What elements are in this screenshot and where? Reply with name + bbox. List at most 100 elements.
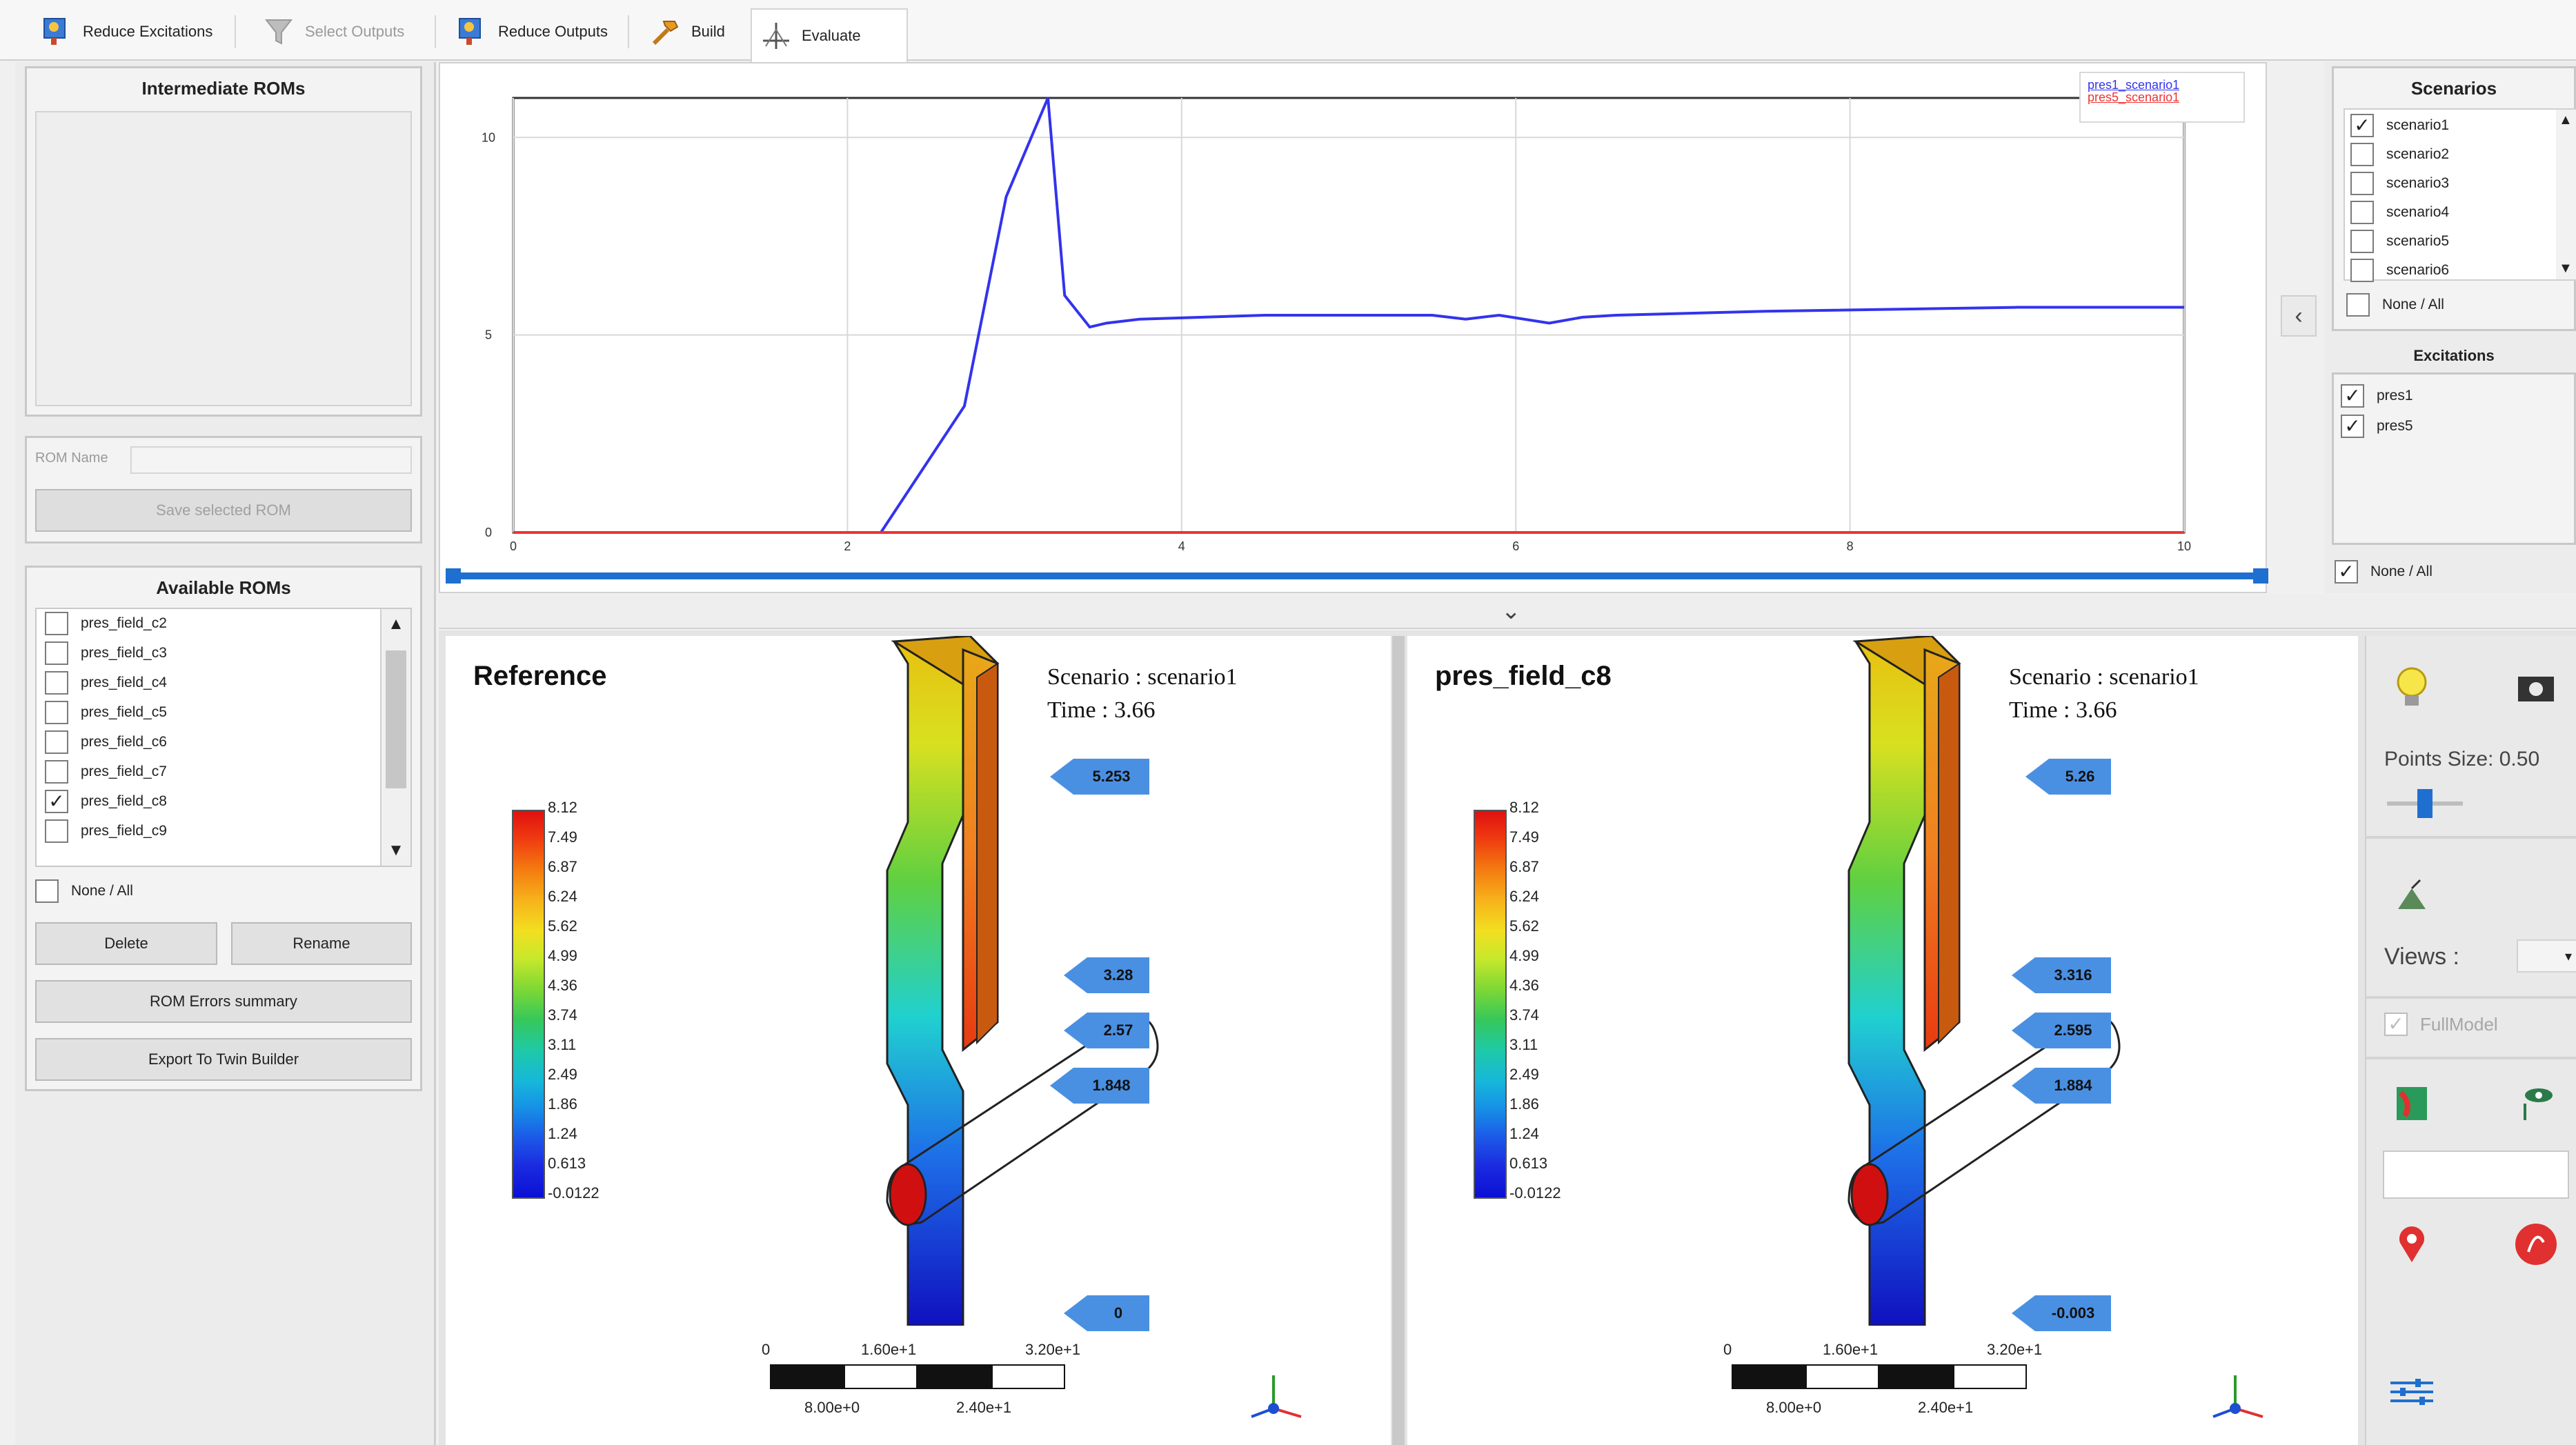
time-slider-start-handle[interactable] (446, 568, 461, 584)
none-all-checkbox[interactable] (2346, 293, 2370, 317)
tab-select-outputs[interactable]: Select Outputs (255, 10, 413, 54)
probe-value-marker[interactable]: 1.884 (2012, 1068, 2111, 1104)
roms-scrollbar[interactable]: ▲ ▼ (380, 609, 410, 866)
item-checkbox[interactable] (2350, 143, 2374, 166)
scroll-down-icon[interactable]: ▼ (388, 841, 404, 859)
scenarios-title: Scenarios (2410, 78, 2497, 99)
splitter-bar[interactable]: ⌄ (439, 595, 2576, 629)
eye-icon[interactable] (2507, 1075, 2565, 1133)
rename-button[interactable]: Rename (231, 922, 412, 965)
list-item[interactable]: pres_field_c6 (45, 730, 167, 754)
item-checkbox[interactable] (2350, 259, 2374, 282)
item-checkbox[interactable] (2350, 172, 2374, 195)
item-checkbox[interactable] (45, 641, 68, 665)
list-item[interactable]: scenario3 (2350, 172, 2449, 195)
collapse-left-chevron-icon[interactable]: ‹ (2281, 295, 2317, 337)
list-item[interactable]: pres_field_c2 (45, 612, 167, 635)
settings-sliders-icon[interactable] (2383, 1363, 2441, 1421)
mesh-model[interactable] (791, 636, 1232, 1326)
item-checkbox[interactable] (2350, 230, 2374, 253)
probe-value-marker[interactable]: 2.595 (2012, 1013, 2111, 1048)
item-label: scenario1 (2386, 117, 2450, 133)
list-item[interactable]: pres_field_c9 (45, 819, 167, 843)
viewport-rom[interactable]: pres_field_c8 8.12 7.49 6.87 6.24 5.62 4.99 4.3… (1407, 636, 2358, 1445)
fullmodel-checkbox[interactable]: ✓ (2384, 1013, 2408, 1036)
views-dropdown[interactable]: ▾ (2517, 939, 2576, 973)
rom-name-input[interactable] (130, 446, 412, 474)
tab-reduce-excitations[interactable]: Reduce Excitations (33, 10, 221, 54)
probe-value-marker[interactable]: 5.253 (1050, 759, 1149, 795)
viewport-reference[interactable]: Reference 8.12 7.49 6.87 6.24 5.62 4.99 4.36 3.7… (446, 636, 1391, 1445)
roms-none-all-toggle[interactable]: None / All (35, 879, 133, 903)
list-item[interactable]: ✓ pres1 (2341, 384, 2413, 408)
line-chart[interactable]: 0 2 4 6 8 10 0 5 10 (440, 63, 2268, 595)
scroll-up-icon[interactable]: ▲ (388, 615, 404, 633)
item-checkbox[interactable] (2350, 201, 2374, 224)
tab-label: Build (691, 23, 725, 40)
list-item[interactable]: ✓ scenario1 (2350, 114, 2449, 137)
tool-text-field[interactable] (2383, 1150, 2569, 1199)
probe-value-marker[interactable]: 3.28 (1064, 957, 1149, 993)
intermediate-roms-list[interactable] (35, 111, 412, 406)
legend-entry-pres5: pres5_scenario1 (2088, 90, 2180, 104)
scenarios-scrollbar[interactable]: ▲ ▼ (2556, 110, 2576, 279)
scroll-down-icon[interactable]: ▼ (2559, 261, 2573, 276)
probe-value-marker[interactable]: 1.848 (1050, 1068, 1149, 1104)
item-checkbox[interactable] (45, 701, 68, 724)
save-selected-rom-button[interactable]: Save selected ROM (35, 489, 412, 532)
scenarios-none-all-toggle[interactable]: None / All (2346, 293, 2444, 317)
chevron-down-icon[interactable]: ⌄ (1501, 598, 1521, 624)
probe-value-marker[interactable]: 2.57 (1064, 1013, 1149, 1048)
viewport-title: Reference (473, 661, 607, 691)
view-direction-icon[interactable] (2383, 866, 2441, 924)
list-item[interactable]: ✓ pres5 (2341, 415, 2413, 438)
scale-bar-segment (918, 1364, 991, 1389)
map-pin-icon[interactable] (2383, 1215, 2441, 1273)
item-checkbox[interactable] (45, 760, 68, 784)
item-checkbox[interactable]: ✓ (45, 790, 68, 813)
color-legend-label: 6.24 (548, 888, 577, 905)
delete-button[interactable]: Delete (35, 922, 217, 965)
time-slider-track[interactable] (448, 572, 2263, 579)
lightbulb-icon[interactable] (2383, 659, 2441, 717)
probe-value-marker[interactable]: 0 (1064, 1295, 1149, 1331)
scroll-up-icon[interactable]: ▲ (2559, 112, 2573, 128)
tab-reduce-outputs[interactable]: Reduce Outputs (448, 10, 616, 54)
item-checkbox[interactable]: ✓ (2341, 415, 2364, 438)
probe-value-marker[interactable]: -0.003 (2012, 1295, 2111, 1331)
probe-value-marker[interactable]: 5.26 (2025, 759, 2111, 795)
item-checkbox[interactable] (45, 730, 68, 754)
list-item[interactable]: pres_field_c5 (45, 701, 167, 724)
tab-build[interactable]: Build (642, 10, 733, 54)
points-size-slider-thumb[interactable] (2417, 789, 2433, 818)
item-checkbox[interactable] (45, 612, 68, 635)
camera-icon[interactable] (2507, 659, 2565, 717)
rom-errors-summary-button[interactable]: ROM Errors summary (35, 980, 412, 1023)
record-icon[interactable] (2507, 1215, 2565, 1273)
list-item[interactable]: scenario4 (2350, 201, 2449, 224)
list-item[interactable]: scenario2 (2350, 143, 2449, 166)
list-item[interactable]: pres_field_c4 (45, 671, 167, 695)
scale-bar (770, 1364, 1067, 1392)
excitations-none-all-toggle[interactable]: ✓ None / All (2335, 560, 2433, 584)
none-all-checkbox[interactable] (35, 879, 59, 903)
item-checkbox[interactable] (45, 671, 68, 695)
tab-evaluate[interactable]: Evaluate (751, 8, 908, 62)
item-checkbox[interactable]: ✓ (2350, 114, 2374, 137)
export-twin-builder-button[interactable]: Export To Twin Builder (35, 1038, 412, 1081)
contour-icon[interactable] (2383, 1075, 2441, 1133)
list-item[interactable]: scenario5 (2350, 230, 2449, 253)
item-checkbox[interactable]: ✓ (2341, 384, 2364, 408)
viewport-divider[interactable] (1392, 636, 1405, 1445)
time-slider-end-handle[interactable] (2253, 568, 2268, 584)
list-item[interactable]: pres_field_c3 (45, 641, 167, 665)
list-item[interactable]: pres_field_c7 (45, 760, 167, 784)
scroll-thumb[interactable] (386, 650, 406, 788)
item-checkbox[interactable] (45, 819, 68, 843)
list-item[interactable]: scenario6 (2350, 259, 2449, 282)
probe-value-marker[interactable]: 3.316 (2012, 957, 2111, 993)
fullmodel-toggle[interactable]: ✓ FullModel (2384, 1013, 2498, 1036)
list-item[interactable]: ✓ pres_field_c8 (45, 790, 167, 813)
none-all-checkbox[interactable]: ✓ (2335, 560, 2358, 584)
mesh-model[interactable] (1752, 636, 2194, 1326)
